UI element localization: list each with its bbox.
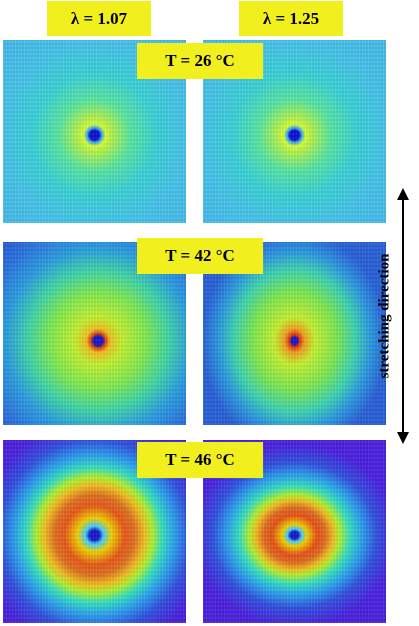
double-arrow-icon [397, 188, 409, 444]
temperature-label-42: T = 42 °C [137, 238, 263, 274]
stretching-direction-label: stretching direction [376, 253, 393, 379]
temperature-label-46: T = 46 °C [137, 442, 263, 478]
temperature-label-26: T = 26 °C [137, 43, 263, 79]
lambda-1-07-label: λ = 1.07 [47, 1, 151, 36]
scattering-pattern-t42-lambda107 [3, 242, 186, 425]
lambda-1-25-label: λ = 1.25 [239, 1, 343, 36]
